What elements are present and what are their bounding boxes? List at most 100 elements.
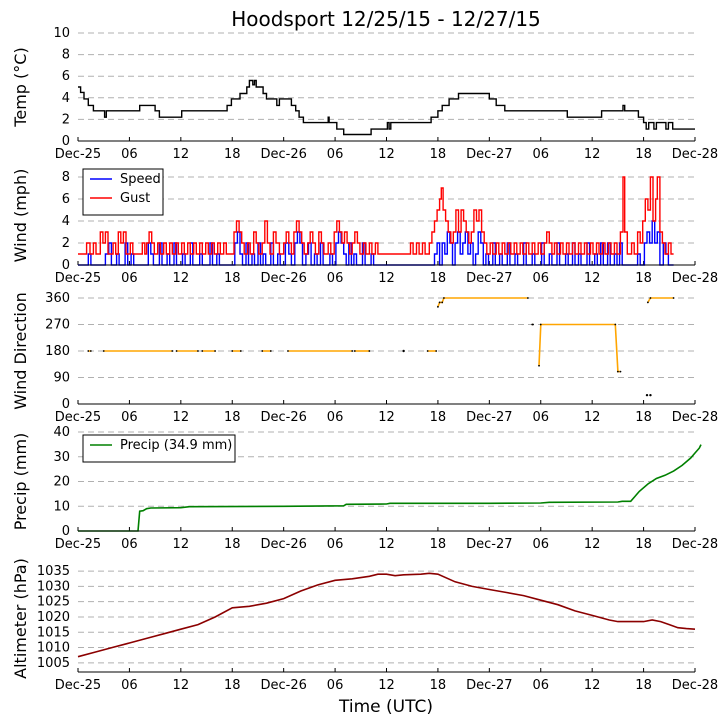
x-axis-label: Time (UTC) <box>338 697 433 717</box>
x-tick-label: 12 <box>378 537 395 552</box>
x-tick-label: 06 <box>532 271 549 286</box>
x-tick-label: Dec-25 <box>55 678 101 693</box>
x-tick-label: 18 <box>224 271 241 286</box>
x-tick-label: Dec-26 <box>260 537 306 552</box>
y-tick-label: 360 <box>45 291 70 306</box>
x-tick-label: 06 <box>327 410 344 425</box>
x-tick-label: 06 <box>121 678 138 693</box>
x-tick-label: 12 <box>173 678 190 693</box>
panels: 0 2 4 6 8 10 Dec-25 06 12 18 Dec-26 06 12 18 Dec-27 06 1… <box>11 26 718 693</box>
direction-point <box>353 350 356 352</box>
x-tick-label: 06 <box>121 537 138 552</box>
x-tick-label: Dec-28 <box>672 410 718 425</box>
legend-label: Gust <box>120 191 150 206</box>
direction-point <box>239 350 242 352</box>
direction-point <box>526 297 529 299</box>
direction-point <box>616 370 619 373</box>
direction-point <box>672 297 675 299</box>
x-tick-label: 18 <box>635 537 652 552</box>
direction-point <box>443 297 445 299</box>
direction-point <box>368 350 371 352</box>
y-tick-label: 6 <box>62 69 70 84</box>
direction-point <box>171 350 174 352</box>
x-tick-label: 18 <box>224 410 241 425</box>
x-tick-label: 18 <box>430 271 447 286</box>
x-tick-label: 18 <box>635 271 652 286</box>
x-tick-label: Dec-27 <box>466 410 512 425</box>
x-tick-label: 06 <box>532 678 549 693</box>
direction-point <box>214 350 217 352</box>
legend-box <box>82 168 164 216</box>
x-tick-label: Dec-28 <box>672 678 718 693</box>
panel-precip: 0 10 20 30 40 Dec-25 06 12 18 Dec-26 06 12 18 Dec-27 0… <box>11 425 718 552</box>
direction-point <box>87 350 90 352</box>
direction-point <box>102 350 105 352</box>
direction-point <box>269 350 272 352</box>
direction-point <box>175 350 178 352</box>
direction-point <box>435 350 438 352</box>
x-tick-label: 12 <box>584 410 601 425</box>
legend-box <box>82 434 236 463</box>
direction-point <box>646 301 649 304</box>
x-tick-label: Dec-27 <box>466 678 512 693</box>
x-tick-label: 06 <box>121 271 138 286</box>
direction-segment <box>437 297 528 308</box>
x-tick-label: Dec-26 <box>260 147 306 162</box>
panel-direction: 0 90 180 270 360 Dec-25 06 12 18 Dec-26 06 12 18 Dec-… <box>11 291 718 425</box>
x-tick-label: 12 <box>378 271 395 286</box>
y-tick-label: 1010 <box>37 641 70 656</box>
direction-point <box>614 323 617 326</box>
x-tick-label: Dec-25 <box>55 147 101 162</box>
y-tick-label: 1020 <box>37 610 70 625</box>
x-tick-label: Dec-28 <box>672 271 718 286</box>
x-tick-label: 06 <box>327 147 344 162</box>
x-tick-label: Dec-28 <box>672 147 718 162</box>
y-tick-label: 2 <box>62 112 70 127</box>
direction-point <box>197 350 199 352</box>
x-tick-label: 12 <box>173 410 190 425</box>
legend-label: Precip (34.9 mm) <box>120 438 232 453</box>
direction-segment <box>538 323 621 373</box>
y-tick-label: 8 <box>62 170 70 185</box>
direction-point <box>201 350 204 352</box>
x-tick-label: 18 <box>635 678 652 693</box>
y-tick-label: 20 <box>53 475 70 490</box>
x-tick-label: 12 <box>378 147 395 162</box>
x-tick-label: Dec-26 <box>260 271 306 286</box>
x-tick-label: 06 <box>532 537 549 552</box>
x-tick-label: 18 <box>224 537 241 552</box>
y-tick-label: 2 <box>62 236 70 251</box>
direction-point <box>532 323 534 326</box>
x-tick-label: 18 <box>430 147 447 162</box>
x-tick-label: 12 <box>378 410 395 425</box>
x-tick-label: Dec-26 <box>260 678 306 693</box>
y-tick-label: 40 <box>53 425 70 440</box>
x-tick-label: 18 <box>430 410 447 425</box>
x-tick-label: Dec-28 <box>672 537 718 552</box>
direction-point <box>438 301 441 304</box>
y-tick-label: 10 <box>53 26 70 41</box>
direction-point <box>426 350 429 352</box>
y-tick-label: 4 <box>62 91 70 106</box>
x-tick-label: Dec-25 <box>55 271 101 286</box>
direction-point <box>645 393 649 397</box>
x-tick-label: Dec-26 <box>260 410 306 425</box>
direction-point <box>402 349 405 353</box>
x-tick-label: 06 <box>121 147 138 162</box>
y-tick-label: 4 <box>62 214 70 229</box>
y-tick-label: 0 <box>62 134 70 149</box>
x-tick-label: 12 <box>173 271 190 286</box>
y-tick-label: 1015 <box>37 625 70 640</box>
series-gust-line <box>78 176 674 255</box>
x-tick-label: 18 <box>224 147 241 162</box>
x-tick-label: Dec-25 <box>55 537 101 552</box>
y-axis-label-direction: Wind Direction <box>11 292 30 410</box>
x-tick-label: 06 <box>327 537 344 552</box>
y-tick-label: 0 <box>62 397 70 412</box>
x-tick-label: Dec-27 <box>466 537 512 552</box>
x-tick-label: Dec-27 <box>466 271 512 286</box>
y-tick-label: 8 <box>62 48 70 63</box>
x-tick-label: 06 <box>327 271 344 286</box>
